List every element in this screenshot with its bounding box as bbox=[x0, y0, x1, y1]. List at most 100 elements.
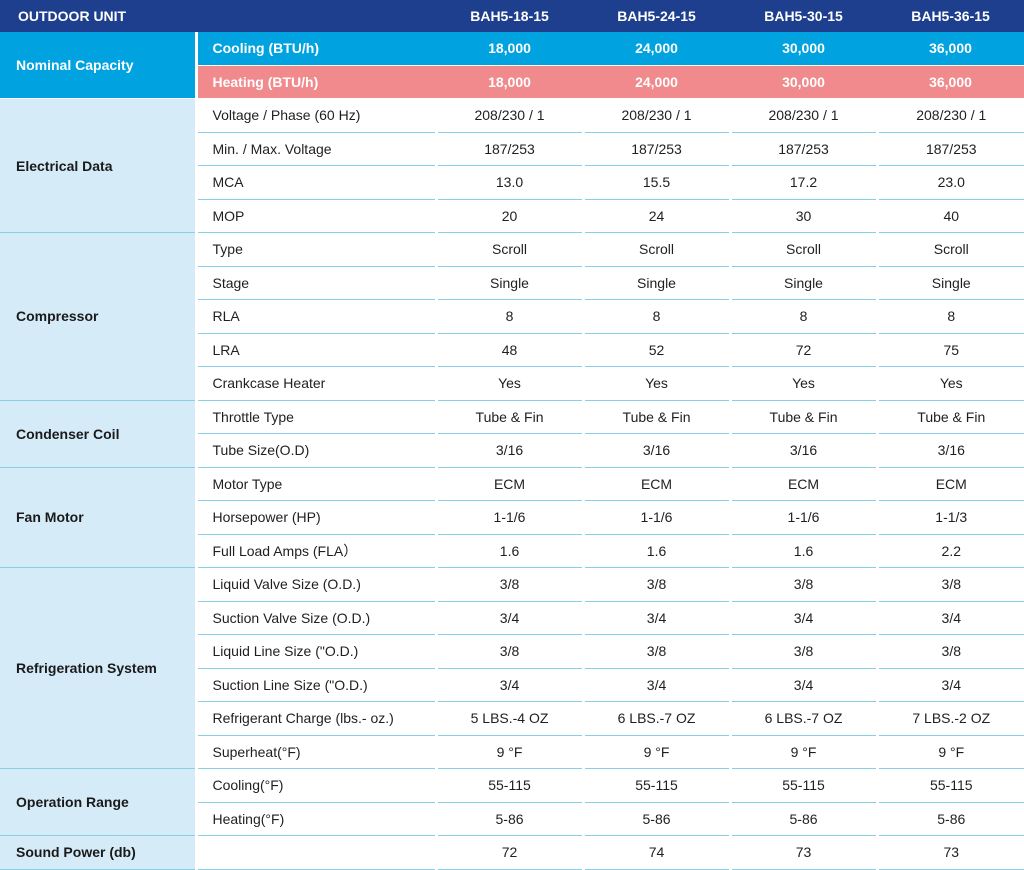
value-cell: Tube & Fin bbox=[875, 400, 1024, 434]
row-label: Liquid Line Size ("O.D.) bbox=[196, 634, 437, 669]
value-cell: 187/253 bbox=[728, 132, 878, 166]
value-cell: Single bbox=[434, 266, 584, 300]
row-label: Crankcase Heater bbox=[196, 366, 437, 401]
table-row: Stage Single Single Single Single bbox=[0, 266, 1024, 300]
table-row: Liquid Line Size ("O.D.) 3/8 3/8 3/8 3/8 bbox=[0, 634, 1024, 669]
row-label: Motor Type bbox=[196, 467, 437, 501]
value-cell: 30,000 bbox=[730, 32, 878, 66]
value-cell: 208/230 / 1 bbox=[434, 98, 584, 133]
row-label: Cooling (BTU/h) bbox=[196, 32, 437, 66]
group-label: Nominal Capacity bbox=[0, 32, 198, 99]
value-cell: 5 LBS.-4 OZ bbox=[434, 701, 584, 736]
value-cell: 73 bbox=[728, 835, 878, 870]
group-label: Refrigeration System bbox=[0, 567, 198, 769]
model-header: BAH5-30-15 bbox=[730, 0, 878, 32]
row-label: Min. / Max. Voltage bbox=[196, 132, 437, 166]
value-cell: 3/4 bbox=[581, 668, 731, 702]
value-cell: 3/4 bbox=[728, 668, 878, 702]
table-row: MOP 20 24 30 40 bbox=[0, 199, 1024, 233]
value-cell: Scroll bbox=[728, 232, 878, 267]
value-cell: 72 bbox=[434, 835, 584, 870]
value-cell: 8 bbox=[728, 299, 878, 334]
value-cell: 3/8 bbox=[581, 567, 731, 602]
row-label: Stage bbox=[196, 266, 437, 300]
value-cell: 3/8 bbox=[581, 634, 731, 669]
value-cell: 9 °F bbox=[581, 735, 731, 769]
value-cell: 3/8 bbox=[728, 634, 878, 669]
row-label: Refrigerant Charge (lbs.- oz.) bbox=[196, 701, 437, 736]
group-label: Condenser Coil bbox=[0, 400, 198, 468]
table-row: Crankcase Heater Yes Yes Yes Yes bbox=[0, 366, 1024, 401]
table-row: Min. / Max. Voltage 187/253 187/253 187/253… bbox=[0, 132, 1024, 166]
value-cell: 3/8 bbox=[434, 567, 584, 602]
row-label: Voltage / Phase (60 Hz) bbox=[196, 98, 437, 133]
model-header: BAH5-18-15 bbox=[436, 0, 584, 32]
value-cell: 3/8 bbox=[875, 634, 1024, 669]
table-row: Refrigeration System Liquid Valve Size (O… bbox=[0, 567, 1024, 769]
model-header: BAH5-36-15 bbox=[877, 0, 1024, 32]
row-label: Suction Valve Size (O.D.) bbox=[196, 601, 437, 635]
value-cell: 187/253 bbox=[875, 132, 1024, 166]
value-cell: 9 °F bbox=[728, 735, 878, 769]
row-label: Suction Line Size ("O.D.) bbox=[196, 668, 437, 702]
value-cell: 7 LBS.-2 OZ bbox=[875, 701, 1024, 736]
value-cell: 24,000 bbox=[583, 65, 731, 99]
row-label: Cooling(°F) bbox=[196, 768, 437, 803]
row-label: Horsepower (HP) bbox=[196, 500, 437, 535]
value-cell: 9 °F bbox=[434, 735, 584, 769]
group-label: Fan Motor bbox=[0, 467, 198, 568]
row-label: Throttle Type bbox=[196, 400, 437, 434]
value-cell: 36,000 bbox=[877, 65, 1024, 99]
value-cell: 52 bbox=[581, 333, 731, 367]
value-cell: 8 bbox=[581, 299, 731, 334]
value-cell: 24 bbox=[581, 199, 731, 233]
table-row: Sound Power (db) 72 74 73 73 bbox=[0, 835, 1024, 870]
value-cell: 5-86 bbox=[875, 802, 1024, 836]
value-cell: 13.0 bbox=[434, 165, 584, 200]
value-cell: Yes bbox=[728, 366, 878, 401]
value-cell: 15.5 bbox=[581, 165, 731, 200]
value-cell: Tube & Fin bbox=[581, 400, 731, 434]
row-label: MOP bbox=[196, 199, 437, 233]
group-label: Compressor bbox=[0, 232, 198, 401]
value-cell: 5-86 bbox=[581, 802, 731, 836]
table-row: Heating(°F) 5-86 5-86 5-86 5-86 bbox=[0, 802, 1024, 836]
value-cell: 3/8 bbox=[875, 567, 1024, 602]
value-cell: 23.0 bbox=[875, 165, 1024, 200]
value-cell: 17.2 bbox=[728, 165, 878, 200]
value-cell: 3/16 bbox=[581, 433, 731, 468]
table-row: Condenser Coil Throttle Type Tube & Fin Tub… bbox=[0, 400, 1024, 468]
spec-body: Nominal Capacity Cooling (BTU/h) 18,000 24,… bbox=[0, 32, 1024, 870]
table-row: Superheat(°F) 9 °F 9 °F 9 °F 9 °F bbox=[0, 735, 1024, 769]
value-cell: 1-1/6 bbox=[581, 500, 731, 535]
value-cell: 187/253 bbox=[434, 132, 584, 166]
value-cell: 6 LBS.-7 OZ bbox=[728, 701, 878, 736]
value-cell: ECM bbox=[875, 467, 1024, 501]
value-cell: 9 °F bbox=[875, 735, 1024, 769]
row-label: Heating (BTU/h) bbox=[196, 65, 437, 99]
value-cell: Yes bbox=[581, 366, 731, 401]
value-cell: 3/16 bbox=[728, 433, 878, 468]
value-cell: Scroll bbox=[434, 232, 584, 267]
value-cell: 3/4 bbox=[728, 601, 878, 635]
row-label: MCA bbox=[196, 165, 437, 200]
value-cell: 72 bbox=[728, 333, 878, 367]
value-cell: 1.6 bbox=[728, 534, 878, 568]
value-cell: Single bbox=[875, 266, 1024, 300]
value-cell: 18,000 bbox=[436, 32, 584, 66]
row-label bbox=[196, 835, 437, 870]
value-cell: 208/230 / 1 bbox=[581, 98, 731, 133]
model-header: BAH5-24-15 bbox=[583, 0, 731, 32]
group-label: Operation Range bbox=[0, 768, 198, 836]
value-cell: Scroll bbox=[581, 232, 731, 267]
value-cell: 1-1/6 bbox=[434, 500, 584, 535]
value-cell: ECM bbox=[728, 467, 878, 501]
table-row: Suction Line Size ("O.D.) 3/4 3/4 3/4 3/4 bbox=[0, 668, 1024, 702]
value-cell: Scroll bbox=[875, 232, 1024, 267]
value-cell: 75 bbox=[875, 333, 1024, 367]
value-cell: 1-1/3 bbox=[875, 500, 1024, 535]
table-row: Operation Range Cooling(°F) 55-115 55-115 55… bbox=[0, 768, 1024, 836]
table-row: Compressor Type Scroll Scroll Scroll Scroll bbox=[0, 232, 1024, 401]
value-cell: 55-115 bbox=[434, 768, 584, 803]
